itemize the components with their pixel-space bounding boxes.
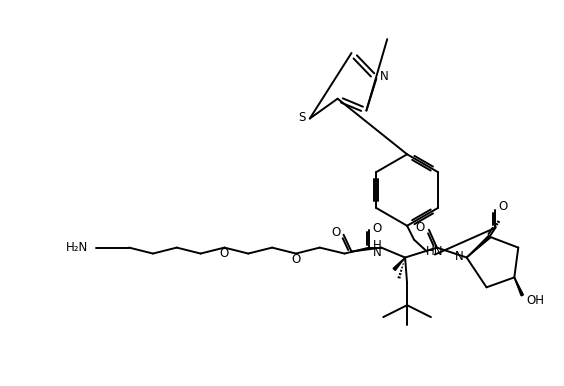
Text: O: O — [220, 247, 229, 260]
Text: O: O — [372, 222, 382, 235]
Polygon shape — [393, 257, 405, 271]
Polygon shape — [466, 235, 491, 257]
Text: OH: OH — [526, 294, 544, 307]
Text: O: O — [331, 226, 341, 239]
Text: O: O — [499, 200, 508, 213]
Text: O: O — [291, 253, 301, 266]
Text: N: N — [373, 246, 382, 259]
Text: N: N — [455, 250, 464, 263]
Text: HN: HN — [426, 245, 444, 258]
Text: H₂N: H₂N — [66, 241, 89, 254]
Text: H: H — [373, 239, 382, 252]
Polygon shape — [514, 278, 523, 296]
Text: O: O — [416, 221, 425, 234]
Text: S: S — [298, 111, 306, 124]
Text: N: N — [380, 70, 389, 83]
